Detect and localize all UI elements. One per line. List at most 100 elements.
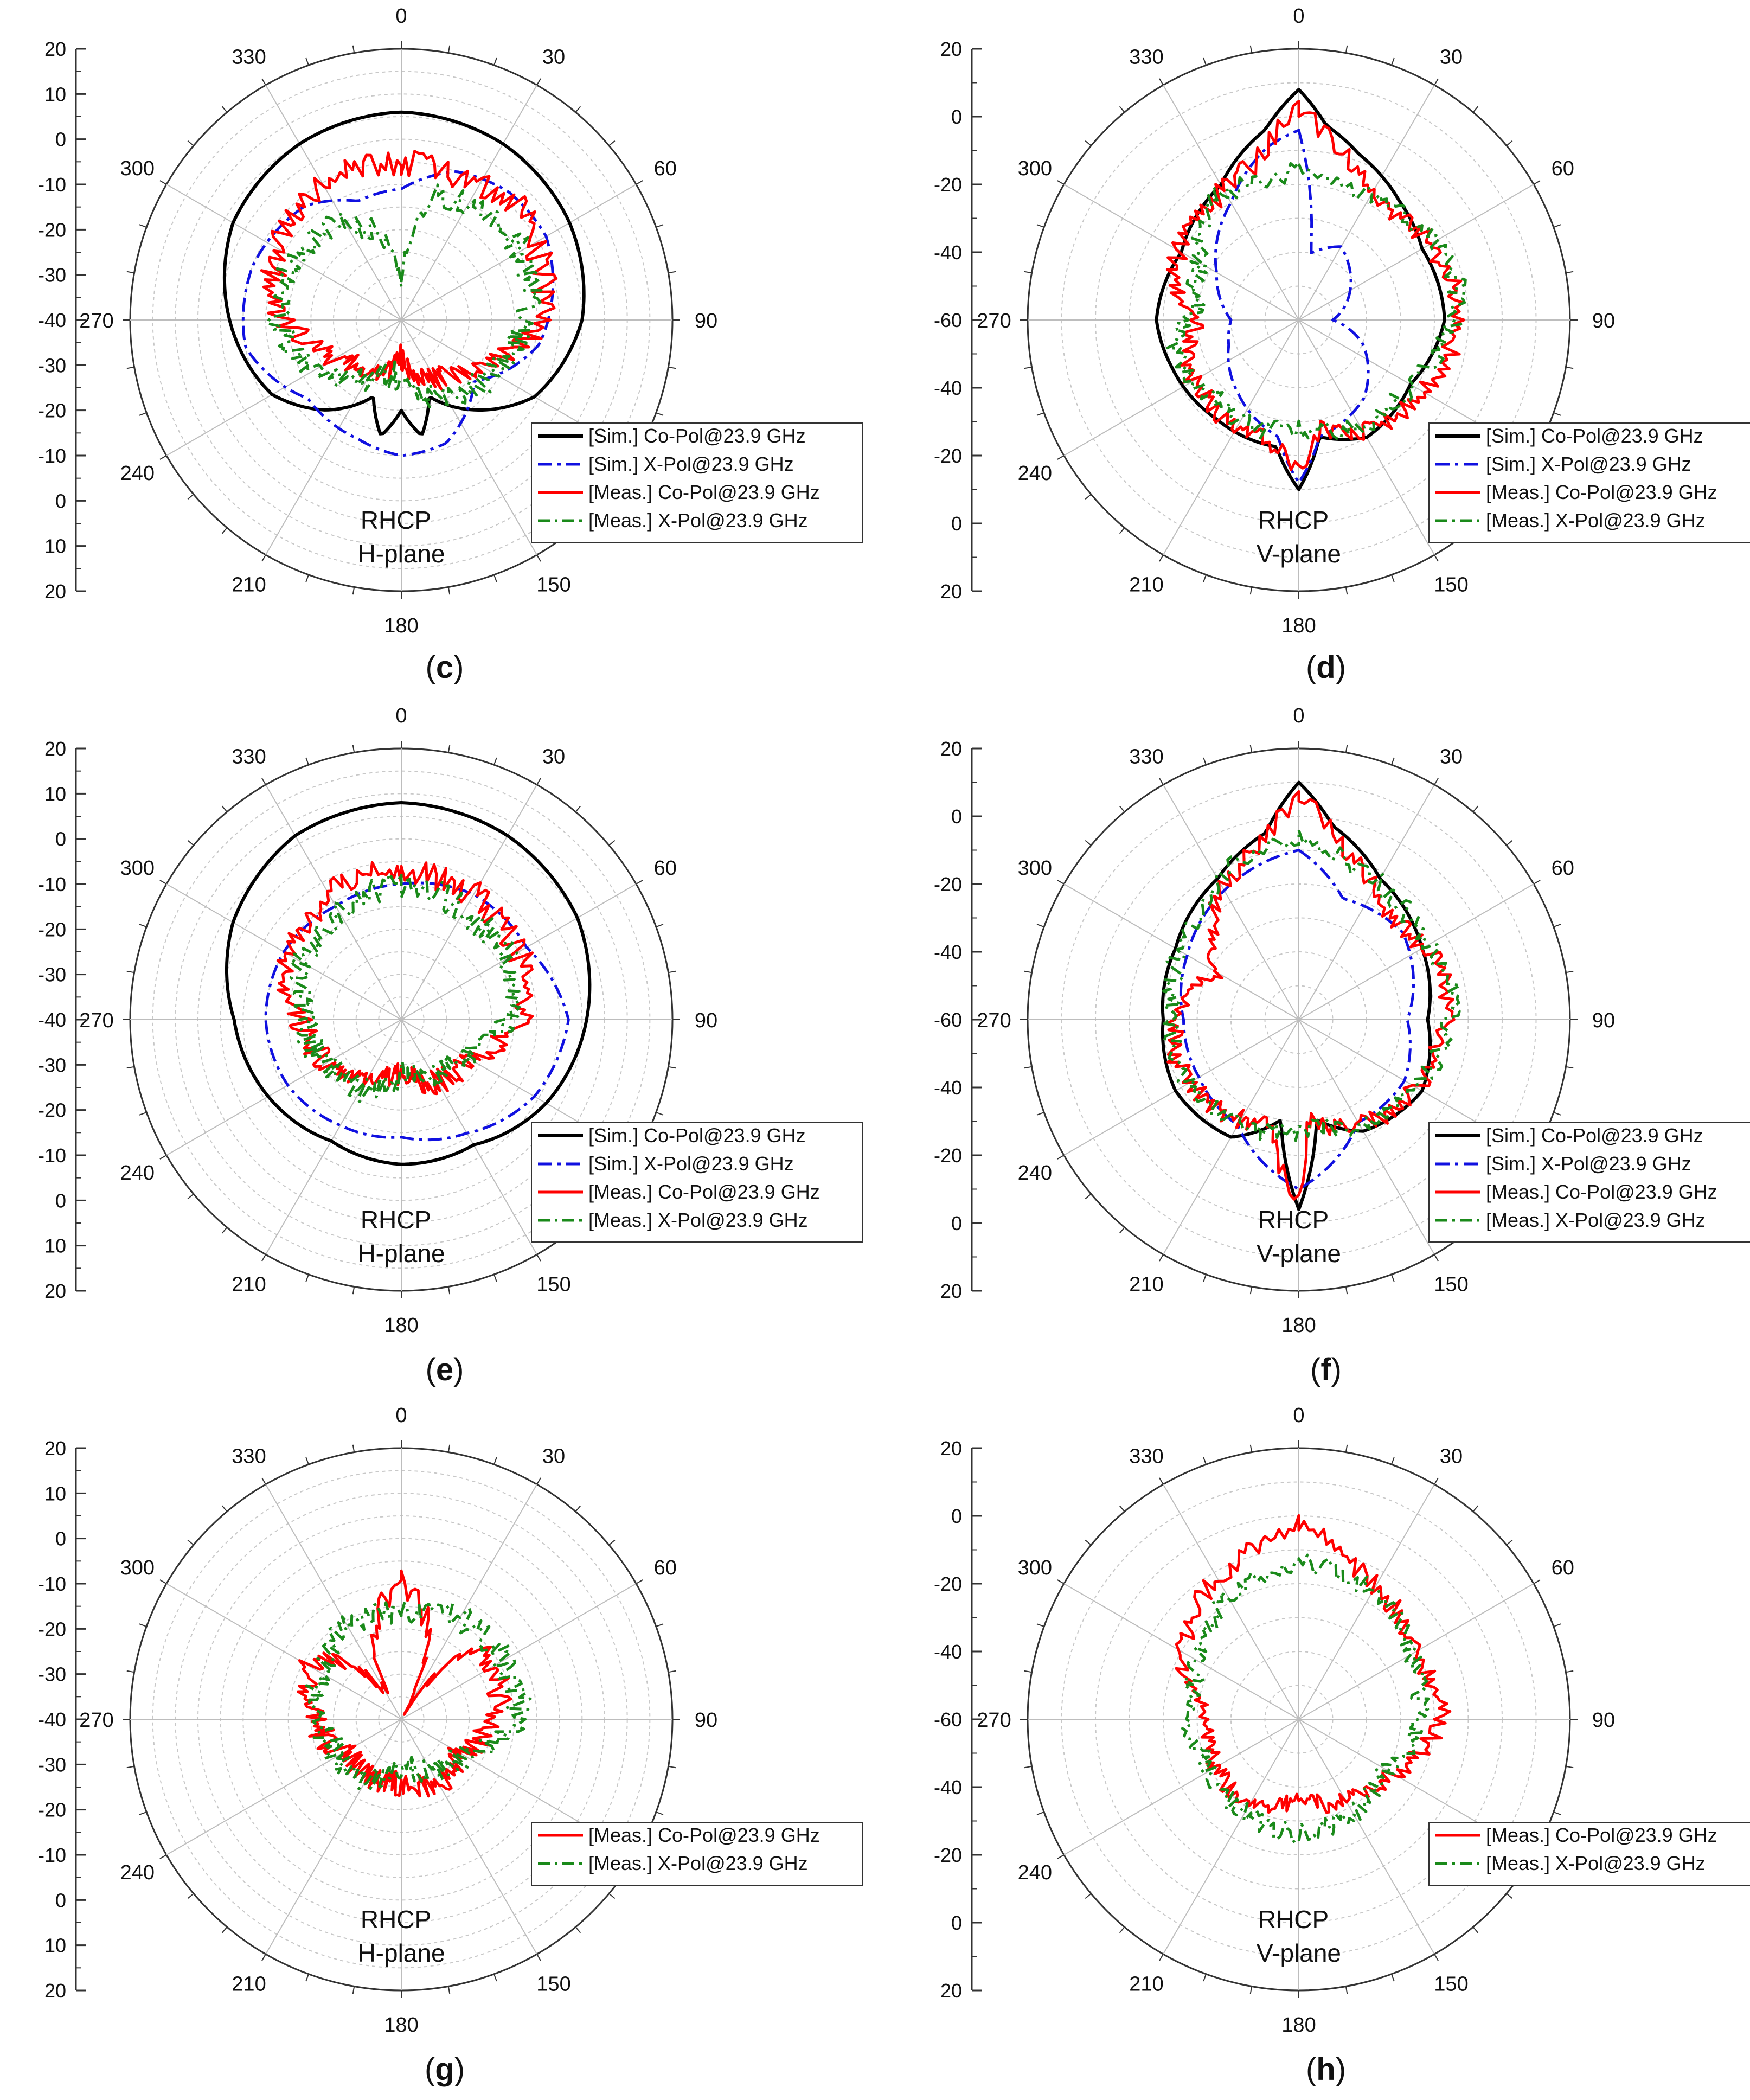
- legend-label: [Meas.] X-Pol@23.9 GHz: [588, 1852, 808, 1874]
- panel-caption-part: c: [436, 650, 453, 685]
- angle-label: 300: [1018, 857, 1052, 880]
- angle-label: 60: [654, 857, 677, 880]
- radial-tick-label: 10: [44, 535, 66, 558]
- panel-caption: (d): [1306, 650, 1346, 685]
- legend-label: [Meas.] Co-Pol@23.9 GHz: [1486, 1181, 1717, 1203]
- angle-label: 90: [695, 1009, 717, 1032]
- angle-spoke: [166, 1019, 402, 1156]
- plot-title-line: V-plane: [1257, 540, 1341, 568]
- angle-tick: [1024, 1670, 1032, 1673]
- angle-label: 150: [536, 1273, 570, 1296]
- angle-tick: [221, 527, 228, 534]
- legend-label: [Meas.] X-Pol@23.9 GHz: [588, 509, 808, 532]
- angle-label: 270: [977, 1009, 1011, 1032]
- angle-label: 270: [977, 1709, 1011, 1732]
- angle-tick: [447, 745, 451, 753]
- angle-tick: [1553, 224, 1561, 228]
- series-line-sim-co: [222, 110, 586, 436]
- angle-tick: [1566, 366, 1574, 369]
- angle-label: 0: [395, 1404, 407, 1427]
- series-line-meas-x: [305, 1601, 532, 1790]
- angle-spoke: [1163, 85, 1299, 321]
- angle-tick: [126, 1066, 134, 1069]
- plot-title-line: RHCP: [1258, 1206, 1329, 1234]
- angle-tick: [261, 1477, 266, 1485]
- panel-caption: (e): [426, 1352, 464, 1387]
- angle-tick: [493, 757, 497, 765]
- legend-box: [1428, 422, 1750, 543]
- panel-caption-part: (: [426, 1352, 436, 1387]
- legend-label: [Meas.] X-Pol@23.9 GHz: [1486, 1852, 1706, 1874]
- angle-spoke: [1298, 85, 1435, 321]
- radial-tick-label: 10: [44, 783, 66, 805]
- angle-tick: [575, 1505, 581, 1512]
- angle-tick: [668, 970, 676, 974]
- angle-label: 0: [395, 705, 407, 727]
- angle-tick: [1472, 805, 1479, 812]
- angle-tick: [1345, 1986, 1348, 1994]
- angle-tick: [352, 1444, 355, 1452]
- angle-tick: [493, 1974, 497, 1982]
- angle-tick: [261, 78, 266, 86]
- angle-tick: [447, 1986, 451, 1994]
- series-line-meas-x: [1181, 1553, 1430, 1844]
- panel-caption-part: ): [1331, 1352, 1342, 1387]
- angle-spoke: [1063, 319, 1299, 456]
- radial-tick-label: 0: [55, 1189, 66, 1212]
- angle-tick: [1249, 587, 1253, 595]
- chart-panel-d: 0 30 60 90 150 180 210 240 270 300 330 20 0 -20 -40 -60…: [934, 5, 1750, 685]
- radial-tick-label: 10: [44, 83, 66, 105]
- angle-tick: [187, 494, 194, 500]
- angle-tick: [447, 587, 451, 595]
- panel-caption-part: ): [454, 2052, 465, 2087]
- angle-spoke: [401, 784, 537, 1020]
- series-line-sim-co: [225, 801, 592, 1166]
- angle-tick: [159, 180, 167, 185]
- angle-tick: [668, 1670, 676, 1673]
- angle-tick: [1472, 1505, 1479, 1512]
- angle-tick: [1057, 180, 1065, 185]
- angle-tick: [1345, 587, 1348, 595]
- angle-label: 270: [977, 310, 1011, 332]
- angle-tick: [656, 224, 664, 228]
- radial-tick-label: -40: [934, 1077, 962, 1099]
- angle-label: 330: [232, 46, 266, 68]
- angle-tick: [1434, 778, 1439, 785]
- angle-tick: [187, 1193, 194, 1200]
- plot-title-line: H-plane: [357, 1939, 445, 1967]
- panel-caption-part: ): [1336, 650, 1346, 685]
- angle-label: 210: [1129, 1273, 1163, 1296]
- angle-tick: [187, 1539, 194, 1546]
- angle-tick: [1434, 78, 1439, 86]
- angle-tick: [1566, 1765, 1574, 1769]
- plot-title-line: V-plane: [1257, 1239, 1341, 1267]
- radial-tick-label: -40: [934, 941, 962, 963]
- angle-tick: [1203, 574, 1207, 582]
- angle-label: 60: [654, 157, 677, 180]
- angle-tick: [1159, 1954, 1164, 1961]
- radial-tick-label: -40: [38, 1009, 66, 1031]
- angle-spoke: [265, 1719, 402, 1955]
- panel-caption: (c): [426, 650, 464, 685]
- angle-tick: [447, 45, 451, 53]
- radial-tick-label: -40: [934, 241, 962, 264]
- legend-label: [Sim.] X-Pol@23.9 GHz: [1486, 1153, 1691, 1175]
- angle-tick: [1159, 1254, 1164, 1262]
- radial-tick-label: -30: [38, 1663, 66, 1686]
- angle-spoke: [401, 883, 637, 1020]
- angle-tick: [493, 1457, 497, 1465]
- radial-tick-label: 0: [951, 1505, 962, 1527]
- radial-tick-label: -20: [38, 1618, 66, 1640]
- angle-tick: [159, 1155, 167, 1160]
- angle-tick: [126, 1670, 134, 1673]
- legend-box: [1428, 1122, 1750, 1243]
- angle-label: 60: [1552, 857, 1574, 880]
- series-line-sim-co: [1155, 88, 1446, 491]
- radial-tick-label: -20: [38, 219, 66, 241]
- radial-tick-label: -30: [38, 354, 66, 376]
- angle-tick: [668, 1066, 676, 1069]
- angle-tick: [1506, 1539, 1513, 1546]
- angle-tick: [1345, 1286, 1348, 1295]
- chart-panel-g: 0 30 60 90 150 180 210 240 270 300 330 20 10 0 -10 -20 -…: [38, 1404, 863, 2087]
